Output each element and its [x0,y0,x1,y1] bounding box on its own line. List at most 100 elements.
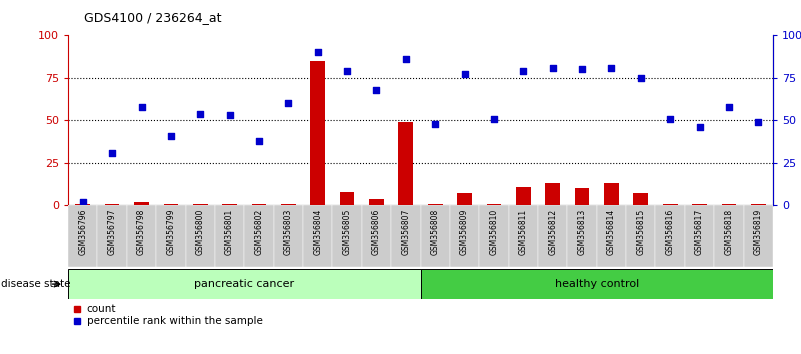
Point [576,67,589,72]
Text: GSM356797: GSM356797 [107,209,117,255]
Bar [634,193,648,205]
Bar [421,205,450,267]
Bar [450,205,479,267]
Bar [428,204,442,205]
Point [664,116,677,121]
Bar [135,202,149,205]
Point [312,50,324,55]
Text: GSM356804: GSM356804 [313,209,322,255]
Bar [215,205,244,267]
Text: GSM356814: GSM356814 [607,209,616,255]
Point [400,56,413,62]
Bar [127,205,156,267]
Bar [516,187,530,205]
Bar [751,204,766,205]
Bar [509,205,538,267]
Text: GSM356818: GSM356818 [724,209,734,255]
Text: GSM356811: GSM356811 [519,209,528,255]
Bar [340,192,354,205]
Bar [362,205,391,267]
Point [752,119,765,125]
Bar [391,205,421,267]
Bar [244,205,274,267]
Text: healthy control: healthy control [554,279,639,289]
Bar [398,122,413,205]
Point [634,75,647,81]
Text: GSM356806: GSM356806 [372,209,381,255]
Text: pancreatic cancer: pancreatic cancer [195,279,295,289]
Bar [567,205,597,267]
Bar [626,205,655,267]
Bar [575,188,590,205]
Text: GSM356807: GSM356807 [401,209,410,255]
Point [723,104,735,110]
Bar [105,204,119,205]
Point [194,111,207,116]
Bar [274,205,303,267]
Bar [311,61,325,205]
Bar [545,183,560,205]
Point [693,124,706,130]
Bar [421,269,773,299]
Bar [98,205,127,267]
Point [76,199,89,205]
Text: GSM356808: GSM356808 [431,209,440,255]
Text: GSM356796: GSM356796 [78,209,87,255]
Bar [68,269,421,299]
Bar [156,205,186,267]
Text: GSM356815: GSM356815 [636,209,646,255]
Bar [303,205,332,267]
Bar [722,204,736,205]
Text: GSM356799: GSM356799 [167,209,175,255]
Point [282,101,295,106]
Point [252,138,265,144]
Point [370,87,383,93]
Bar [479,205,509,267]
Text: GSM356802: GSM356802 [255,209,264,255]
Text: GSM356812: GSM356812 [548,209,557,255]
Bar [692,204,706,205]
Text: GSM356809: GSM356809 [460,209,469,255]
Bar [685,205,714,267]
Text: GSM356803: GSM356803 [284,209,293,255]
Bar [163,204,179,205]
Text: GSM356810: GSM356810 [489,209,498,255]
Text: GSM356813: GSM356813 [578,209,586,255]
Bar [597,205,626,267]
Text: GSM356816: GSM356816 [666,209,674,255]
Text: GSM356805: GSM356805 [343,209,352,255]
Bar [538,205,567,267]
Bar [655,205,685,267]
Point [429,121,441,127]
Bar [193,204,207,205]
Bar [223,204,237,205]
Bar [252,204,266,205]
Bar [486,204,501,205]
Bar [714,205,743,267]
Bar [68,205,98,267]
Legend: count, percentile rank within the sample: count, percentile rank within the sample [74,304,263,326]
Point [135,104,148,110]
Bar [332,205,362,267]
Bar [457,193,472,205]
Text: GSM356817: GSM356817 [695,209,704,255]
Text: GSM356800: GSM356800 [195,209,205,255]
Point [517,68,529,74]
Bar [186,205,215,267]
Point [164,133,177,138]
Text: GSM356819: GSM356819 [754,209,763,255]
Bar [663,204,678,205]
Text: GDS4100 / 236264_at: GDS4100 / 236264_at [84,11,222,24]
Text: disease state: disease state [1,279,70,289]
Point [605,65,618,70]
Bar [743,205,773,267]
Bar [281,204,296,205]
Point [223,113,236,118]
Point [488,116,501,121]
Text: GSM356798: GSM356798 [137,209,146,255]
Point [546,65,559,70]
Point [458,72,471,77]
Bar [604,183,618,205]
Text: GSM356801: GSM356801 [225,209,234,255]
Bar [369,199,384,205]
